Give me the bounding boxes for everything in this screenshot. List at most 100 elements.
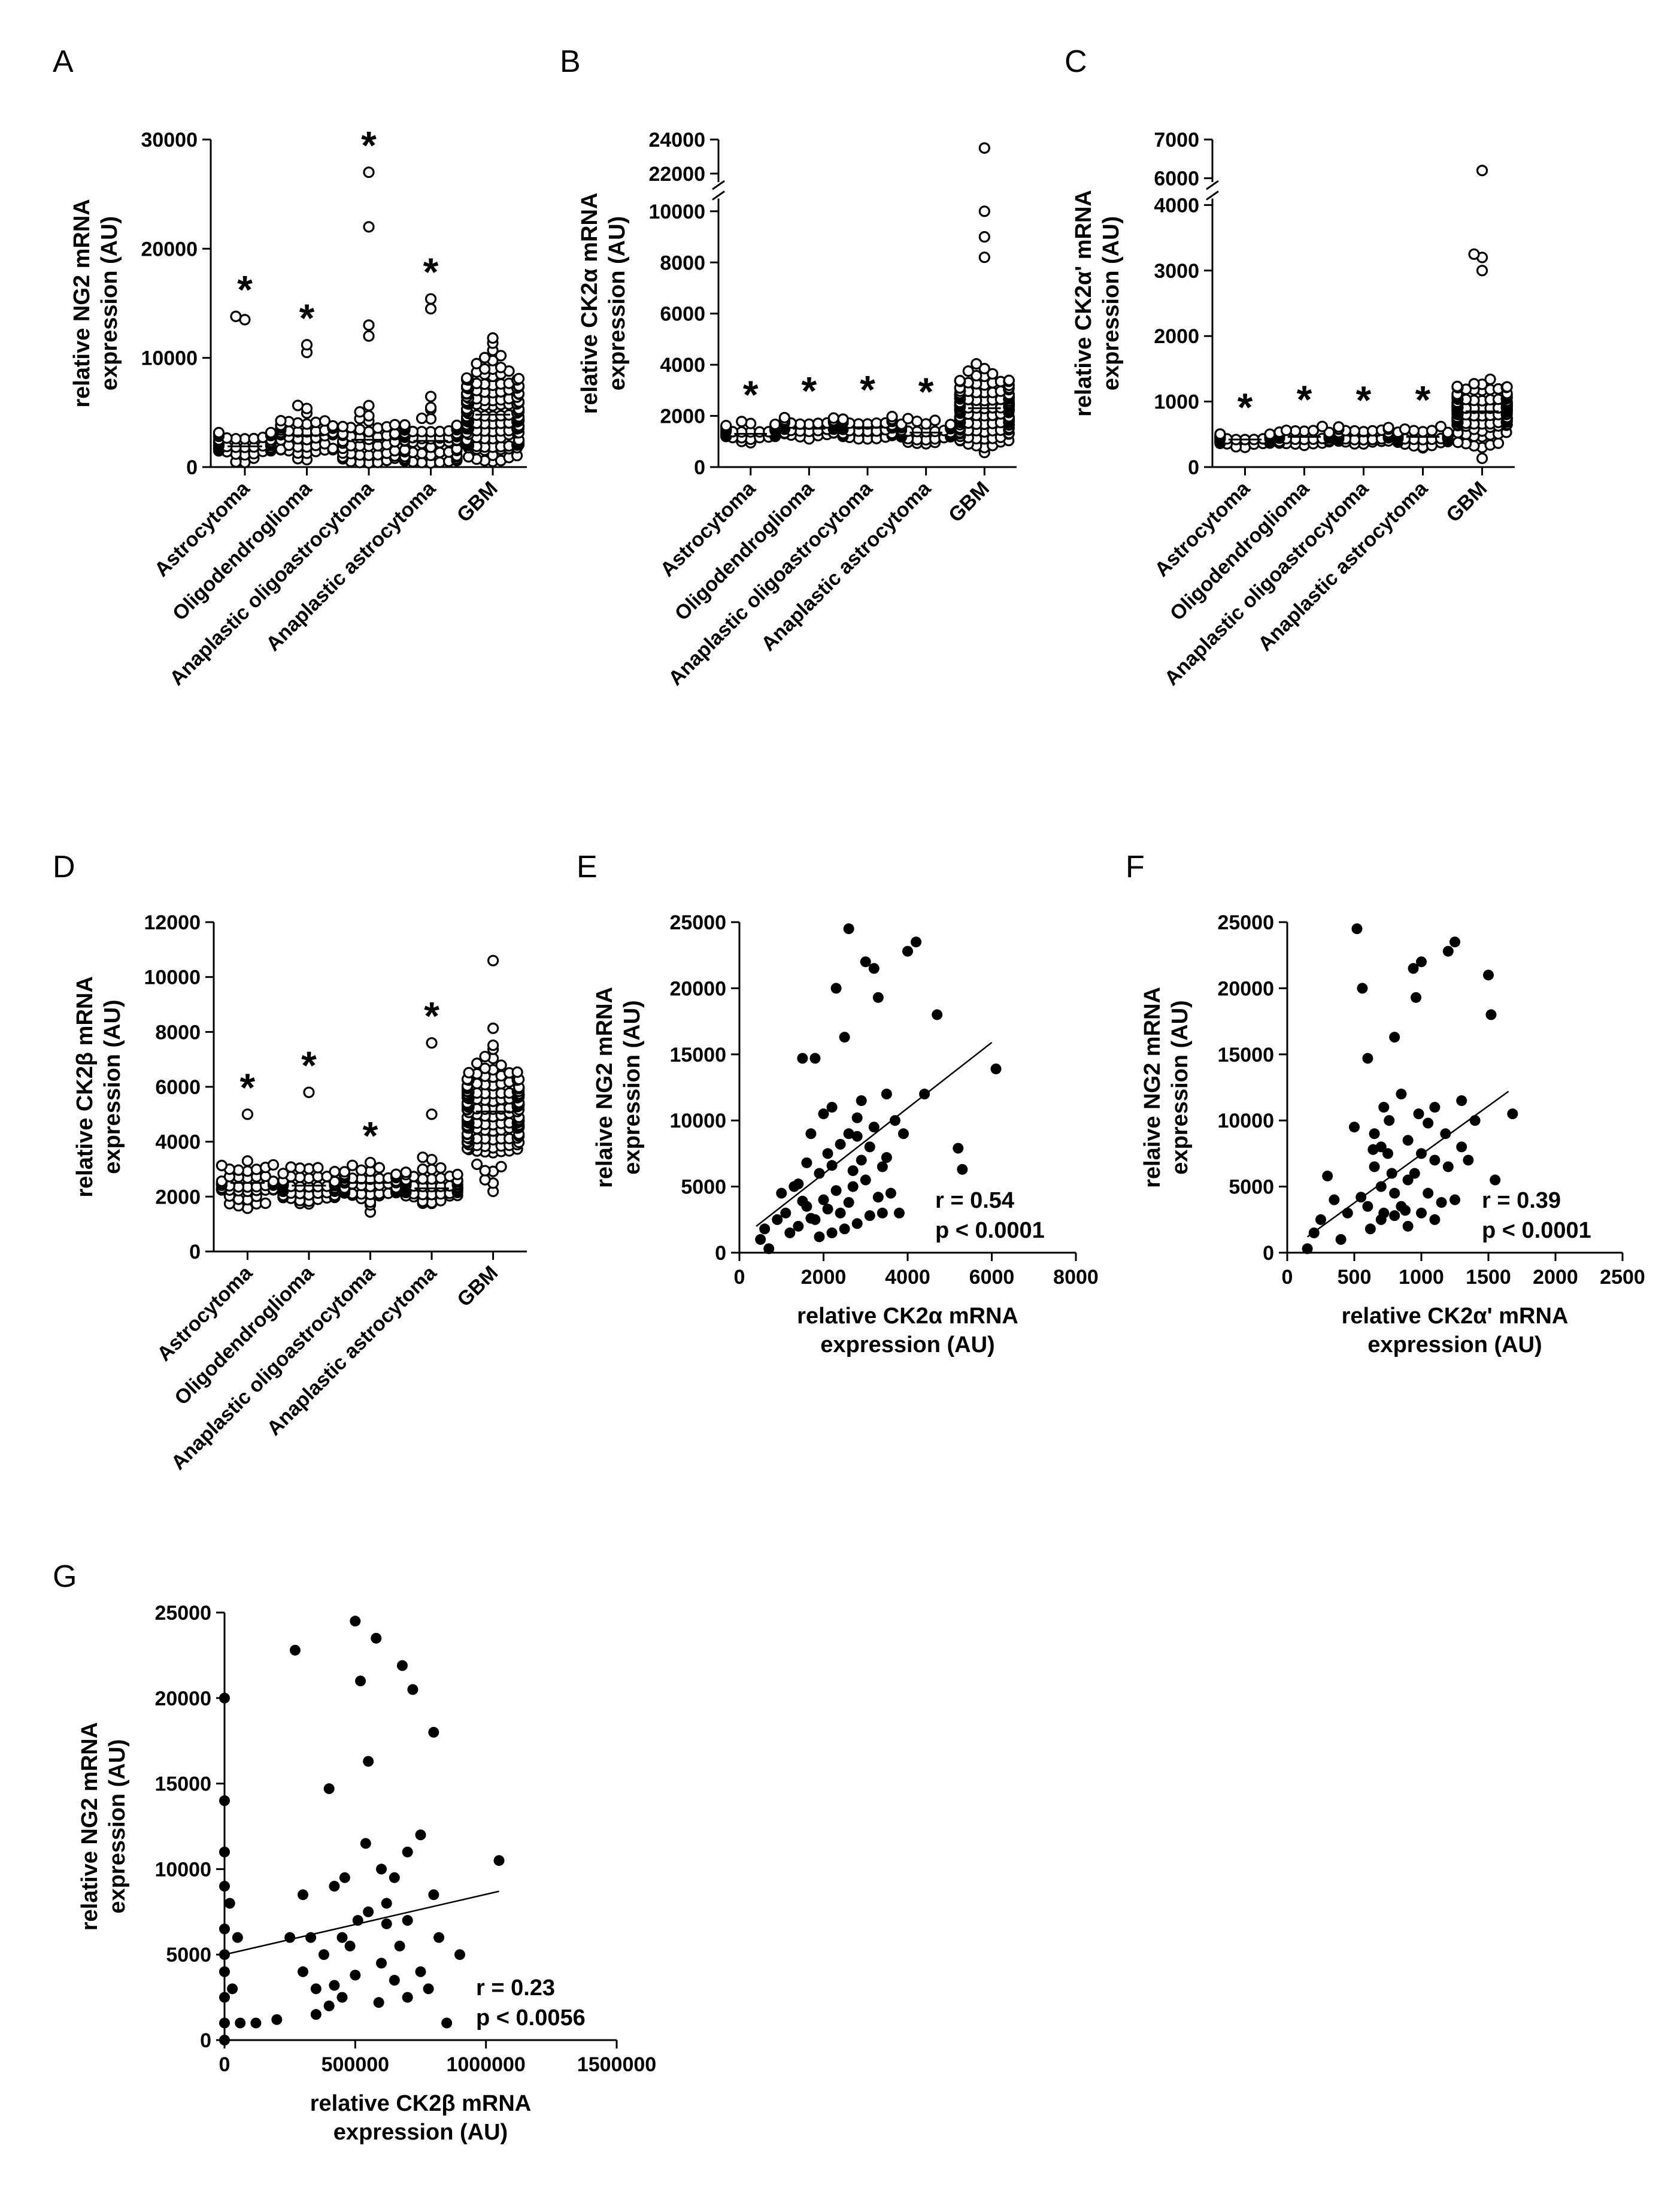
y-axis-label-0: relaive NG2 mRNA [592,987,617,1188]
data-point [364,1156,377,1169]
data-point [945,419,957,431]
panel-a: A 0 10000 20000 30000 relative NG2 mRNA expres… [53,44,527,690]
data-point [381,1898,392,1909]
panel-label: D [53,850,75,884]
x-tick-label: 2500 [1600,1266,1645,1289]
data-point [339,1872,350,1883]
axis-break-mark [712,190,725,201]
data-point [227,1983,238,1995]
y-tick-label: 0 [200,2029,211,2052]
data-point [310,416,322,428]
data-point [1378,1102,1390,1113]
data-point [851,1112,863,1123]
data-point [350,1969,361,1981]
data-point [902,413,914,425]
data-point [1451,380,1463,392]
data-point [224,1898,235,1909]
data-point [864,1141,875,1153]
data-point [402,1846,413,1857]
y-axis-label-1: expression (AU) [620,1000,645,1174]
data-point [889,1115,900,1126]
data-point [298,1889,308,1901]
data-point [1280,425,1293,437]
data-point [826,1102,838,1113]
data-point [1449,937,1460,948]
y-tick-label: 6000 [1154,168,1199,190]
data-point [471,1158,483,1170]
x-tick-label: 0 [1282,1266,1293,1289]
data-point [363,319,375,331]
y-tick-label: 0 [189,1241,201,1263]
data-point [219,2035,230,2045]
y-tick-label: 20000 [669,977,726,1000]
x-tick-label: 2000 [1533,1266,1578,1289]
axis-break-mark [1206,180,1219,190]
data-point [877,1161,888,1172]
significance-star: * [743,372,759,417]
data-point [1416,956,1427,968]
data-point [780,1207,792,1219]
data-point [346,1159,359,1171]
data-point [1468,378,1480,390]
y-tick-label: 5000 [681,1176,726,1199]
data-point [978,231,990,243]
data-point [784,1227,796,1238]
significance-star: * [1297,377,1312,422]
data-point [1333,421,1345,433]
data-point [471,357,483,369]
data-point [493,1855,505,1866]
y-tick-label: 1000 [1154,391,1199,414]
data-point [759,1223,771,1235]
data-point [336,1932,348,1943]
y-tick-label: 25000 [154,1602,211,1625]
data-point [978,142,990,154]
y-axis-label-1: expression (AU) [100,999,125,1174]
y-tick-label: 20000 [154,1687,211,1710]
y-axis-label-1: expression (AU) [1099,216,1124,390]
data-point [355,1675,366,1687]
data-point [1375,1214,1387,1225]
data-point [495,362,507,374]
data-point [1476,265,1488,277]
data-point [487,954,499,966]
data-point [219,2017,230,2029]
data-point [797,1053,808,1064]
data-point [402,1915,413,1926]
data-point [399,419,411,431]
data-point [835,1207,846,1219]
data-point [323,2000,335,2011]
data-point [772,1214,783,1225]
data-point [310,1983,322,1995]
data-point [219,1846,230,1857]
data-point [354,406,366,418]
data-point [1335,1234,1347,1245]
data-point [1399,423,1411,435]
data-point [1322,1170,1333,1181]
data-point [289,1644,301,1656]
data-point [319,415,331,427]
data-point [479,1165,491,1177]
data-point [1386,1168,1397,1179]
p-value: p < 0.0001 [1482,1218,1591,1243]
data-point [1364,1223,1376,1235]
y-tick-label: 0 [715,1242,726,1265]
data-point [872,992,884,1003]
data-point [363,166,375,178]
data-point [219,1966,230,1977]
data-point [1367,1144,1379,1155]
significance-star: * [1356,378,1372,422]
data-point [814,1168,825,1179]
data-point [216,1159,228,1171]
data-point [241,1108,254,1120]
y-tick-label: 0 [186,456,198,479]
y-tick-label: 15000 [154,1773,211,1796]
y-axis-label-1: expression (AU) [605,216,630,390]
y-tick-label: 12000 [144,911,201,934]
data-point [839,1032,850,1043]
x-axis-label-1: expression (AU) [820,1332,994,1357]
data-point [417,1151,429,1163]
category-label: GBM [453,1262,502,1311]
category-label: GBM [944,477,994,527]
y-tick-label: 10000 [141,347,198,370]
data-point [363,1906,374,1917]
